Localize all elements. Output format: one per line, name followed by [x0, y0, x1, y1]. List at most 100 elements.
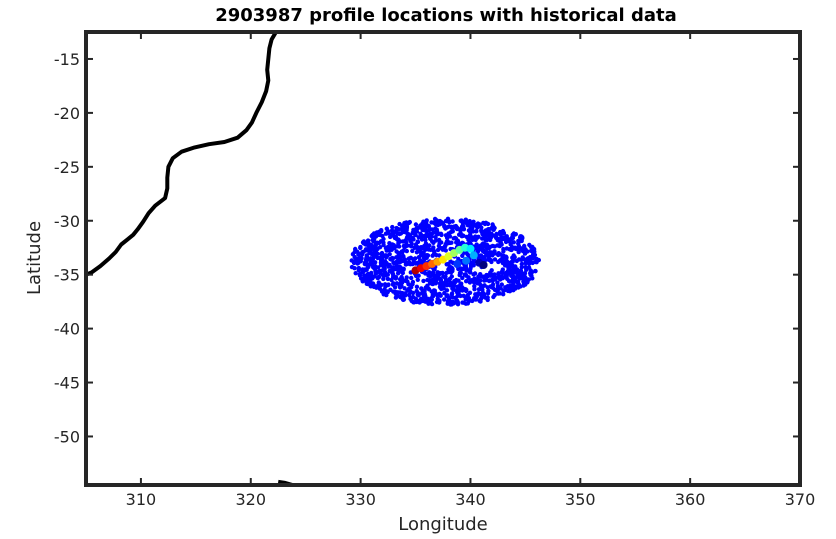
float-profiles — [411, 243, 488, 275]
historical-point — [435, 231, 440, 236]
historical-point — [415, 260, 420, 266]
historical-point — [363, 248, 368, 253]
historical-point — [413, 222, 419, 227]
float-point — [462, 256, 471, 265]
historical-point — [513, 278, 518, 284]
historical-point — [437, 241, 442, 246]
historical-point — [521, 283, 526, 288]
x-tick-label: 370 — [785, 490, 816, 509]
historical-point — [443, 233, 449, 238]
historical-point — [444, 225, 450, 230]
historical-point — [353, 271, 358, 276]
historical-point — [525, 280, 530, 285]
historical-point — [368, 278, 373, 283]
historical-point — [463, 217, 468, 222]
historical-point — [374, 232, 379, 237]
historical-point — [363, 257, 369, 263]
historical-point — [457, 288, 462, 293]
chart-title: 2903987 profile locations with historica… — [215, 5, 677, 26]
historical-point — [438, 271, 443, 276]
coastline-path — [86, 32, 278, 277]
historical-point — [401, 243, 407, 249]
historical-point — [426, 224, 431, 229]
historical-point — [454, 298, 460, 303]
historical-point — [411, 231, 416, 236]
historical-point — [437, 222, 443, 227]
historical-point — [361, 241, 366, 246]
historical-point — [368, 242, 374, 247]
historical-point — [443, 277, 449, 282]
historical-point — [376, 283, 381, 288]
historical-point — [472, 271, 478, 276]
float-point — [466, 244, 475, 253]
historical-point — [533, 268, 538, 274]
historical-point — [427, 243, 432, 248]
historical-point — [408, 289, 413, 294]
historical-point — [483, 220, 488, 226]
historical-point — [431, 230, 437, 235]
historical-point — [428, 279, 433, 285]
historical-point — [478, 299, 483, 304]
historical-point — [461, 293, 466, 298]
historical-point — [371, 265, 376, 270]
x-tick-label: 320 — [235, 490, 266, 509]
historical-point — [449, 291, 455, 296]
historical-point — [500, 255, 506, 261]
float-point — [469, 251, 478, 260]
historical-point — [429, 220, 434, 225]
historical-point — [381, 276, 386, 282]
historical-point — [519, 235, 525, 240]
historical-point — [423, 245, 429, 250]
historical-point — [368, 284, 373, 289]
historical-point — [499, 274, 505, 279]
historical-point — [416, 255, 422, 260]
historical-point — [489, 268, 494, 273]
historical-point — [379, 251, 384, 256]
historical-point — [397, 277, 403, 282]
historical-point — [415, 239, 420, 244]
y-tick-label: -25 — [54, 158, 80, 177]
historical-point — [408, 296, 413, 302]
historical-point — [480, 229, 486, 234]
historical-point — [453, 279, 458, 285]
historical-point — [408, 237, 413, 242]
historical-point — [468, 266, 473, 271]
historical-point — [516, 257, 522, 262]
y-axis-label: Latitude — [24, 221, 45, 295]
historical-point — [504, 246, 509, 251]
historical-point — [467, 280, 473, 285]
historical-point — [450, 286, 455, 291]
historical-point — [399, 250, 405, 255]
x-tick-label: 360 — [675, 490, 706, 509]
historical-point — [482, 234, 487, 239]
historical-point — [393, 229, 398, 234]
float-point — [479, 261, 488, 269]
historical-point — [486, 288, 491, 294]
historical-point — [404, 248, 409, 254]
historical-point — [499, 282, 504, 287]
historical-point — [384, 226, 389, 231]
historical-point — [476, 291, 481, 296]
historical-point — [366, 264, 371, 270]
historical-point — [428, 274, 433, 279]
historical-profiles — [349, 216, 541, 307]
historical-point — [387, 241, 392, 246]
historical-point — [519, 238, 524, 244]
historical-point — [429, 297, 434, 302]
historical-point — [526, 261, 532, 266]
historical-point — [380, 261, 385, 266]
historical-point — [444, 288, 450, 293]
historical-point — [432, 249, 437, 254]
historical-point — [447, 298, 452, 303]
historical-point — [355, 249, 360, 254]
historical-point — [464, 279, 469, 284]
historical-point — [459, 281, 464, 286]
historical-point — [437, 298, 442, 303]
historical-point — [431, 245, 436, 250]
historical-point — [390, 224, 395, 230]
y-tick-label: -35 — [54, 266, 80, 285]
historical-point — [423, 228, 429, 233]
historical-point — [474, 294, 479, 300]
historical-point — [392, 285, 398, 290]
historical-point — [500, 270, 505, 276]
